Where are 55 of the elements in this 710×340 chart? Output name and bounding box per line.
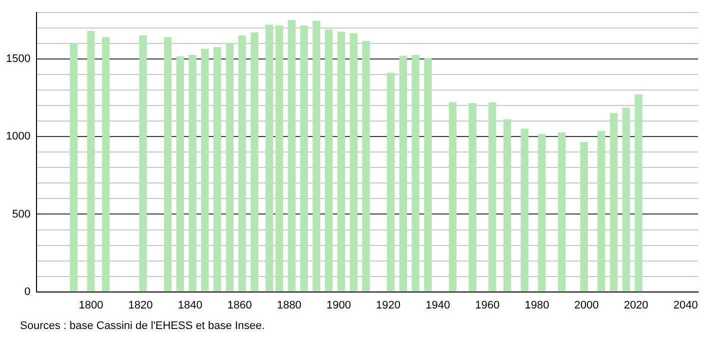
y-tick-label: 1500: [6, 53, 30, 66]
bar: [412, 54, 420, 292]
bar: [164, 37, 172, 292]
y-tick-label: 500: [12, 208, 30, 220]
x-tick-label: 1820: [128, 299, 153, 312]
bar: [70, 43, 78, 292]
bar: [634, 94, 642, 292]
bar: [275, 25, 284, 292]
x-tick-label: 1920: [376, 299, 401, 312]
bar: [362, 40, 370, 292]
x-tick-label: 1880: [276, 299, 302, 312]
bar: [558, 132, 566, 292]
bar: [622, 108, 630, 292]
bar: [312, 20, 320, 292]
bar: [424, 58, 432, 292]
bar: [102, 37, 110, 292]
bar: [337, 32, 346, 292]
bar: [176, 56, 184, 292]
bar: [188, 54, 196, 292]
bar: [300, 25, 308, 292]
x-tick-label: 1860: [227, 299, 252, 312]
x-tick-label: 1960: [475, 299, 500, 312]
bar: [350, 33, 358, 292]
bar: [325, 29, 333, 292]
bar: [226, 43, 234, 292]
y-tick-label: 1000: [6, 130, 30, 143]
x-tick-label: 2040: [673, 299, 698, 312]
bar: [214, 47, 222, 292]
x-tick-label: 2000: [574, 299, 599, 312]
bar: [139, 36, 147, 292]
source-note: Sources : base Cassini de l'EHESS et base Insee.: [20, 320, 265, 332]
bar: [386, 72, 395, 292]
bar: [288, 20, 296, 292]
y-tick-label: 0: [24, 286, 30, 298]
bar: [520, 128, 528, 292]
x-tick-label: 1900: [326, 299, 351, 312]
bar: [610, 113, 618, 292]
bar: [238, 36, 246, 292]
bar: [250, 32, 258, 292]
bar: [266, 24, 274, 292]
bar: [580, 142, 588, 292]
bar: [488, 102, 496, 292]
x-tick-label: 1800: [78, 299, 104, 312]
x-tick-label: 1840: [178, 299, 202, 312]
bar: [201, 48, 209, 292]
x-tick-label: 1980: [524, 299, 550, 312]
x-tick-label: 2020: [624, 299, 648, 312]
bar: [468, 103, 476, 292]
bar: [448, 102, 457, 292]
x-tick-label: 1940: [426, 299, 450, 312]
bar: [538, 134, 546, 292]
bar: [87, 30, 95, 292]
bar: [399, 56, 407, 292]
bar: [598, 130, 606, 292]
bar: [503, 119, 512, 292]
